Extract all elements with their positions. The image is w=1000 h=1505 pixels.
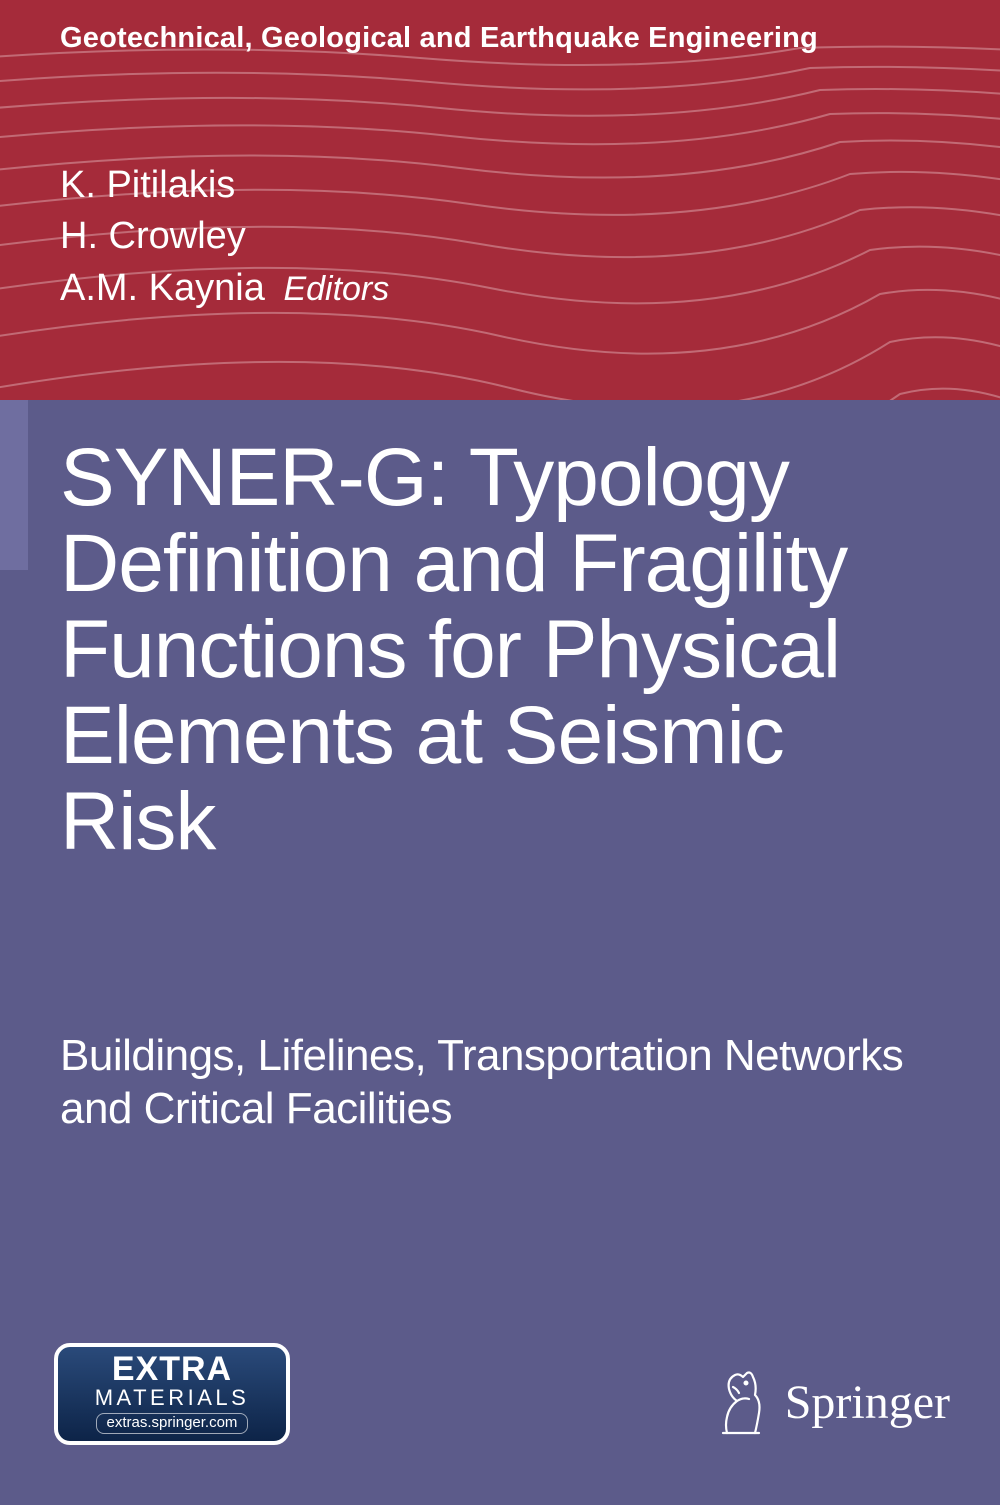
series-title: Geotechnical, Geological and Earthquake …	[60, 22, 818, 55]
publisher-name: Springer	[785, 1375, 950, 1430]
badge-line1: EXTRA	[112, 1354, 232, 1385]
publisher-block: Springer	[709, 1367, 950, 1437]
editor-name: A.M. Kaynia	[60, 267, 265, 309]
badge-line2: MATERIALS	[95, 1387, 250, 1409]
spine-accent-bar	[0, 400, 28, 570]
book-cover: Geotechnical, Geological and Earthquake …	[0, 0, 1000, 1505]
book-title: SYNER-G: Typology Definition and Fragili…	[60, 435, 960, 865]
editors-block: K. Pitilakis H. Crowley A.M. Kaynia Edit…	[60, 160, 389, 314]
springer-horse-icon	[709, 1367, 773, 1437]
extra-materials-badge: EXTRA MATERIALS extras.springer.com	[54, 1343, 290, 1445]
editor-line: A.M. Kaynia Editors	[60, 263, 389, 314]
badge-url: extras.springer.com	[96, 1413, 249, 1435]
top-banner: Geotechnical, Geological and Earthquake …	[0, 0, 1000, 400]
editor-name: H. Crowley	[60, 211, 389, 262]
editors-label: Editors	[283, 270, 389, 308]
editor-name: K. Pitilakis	[60, 160, 389, 211]
book-subtitle: Buildings, Lifelines, Transportation Net…	[60, 1030, 910, 1136]
